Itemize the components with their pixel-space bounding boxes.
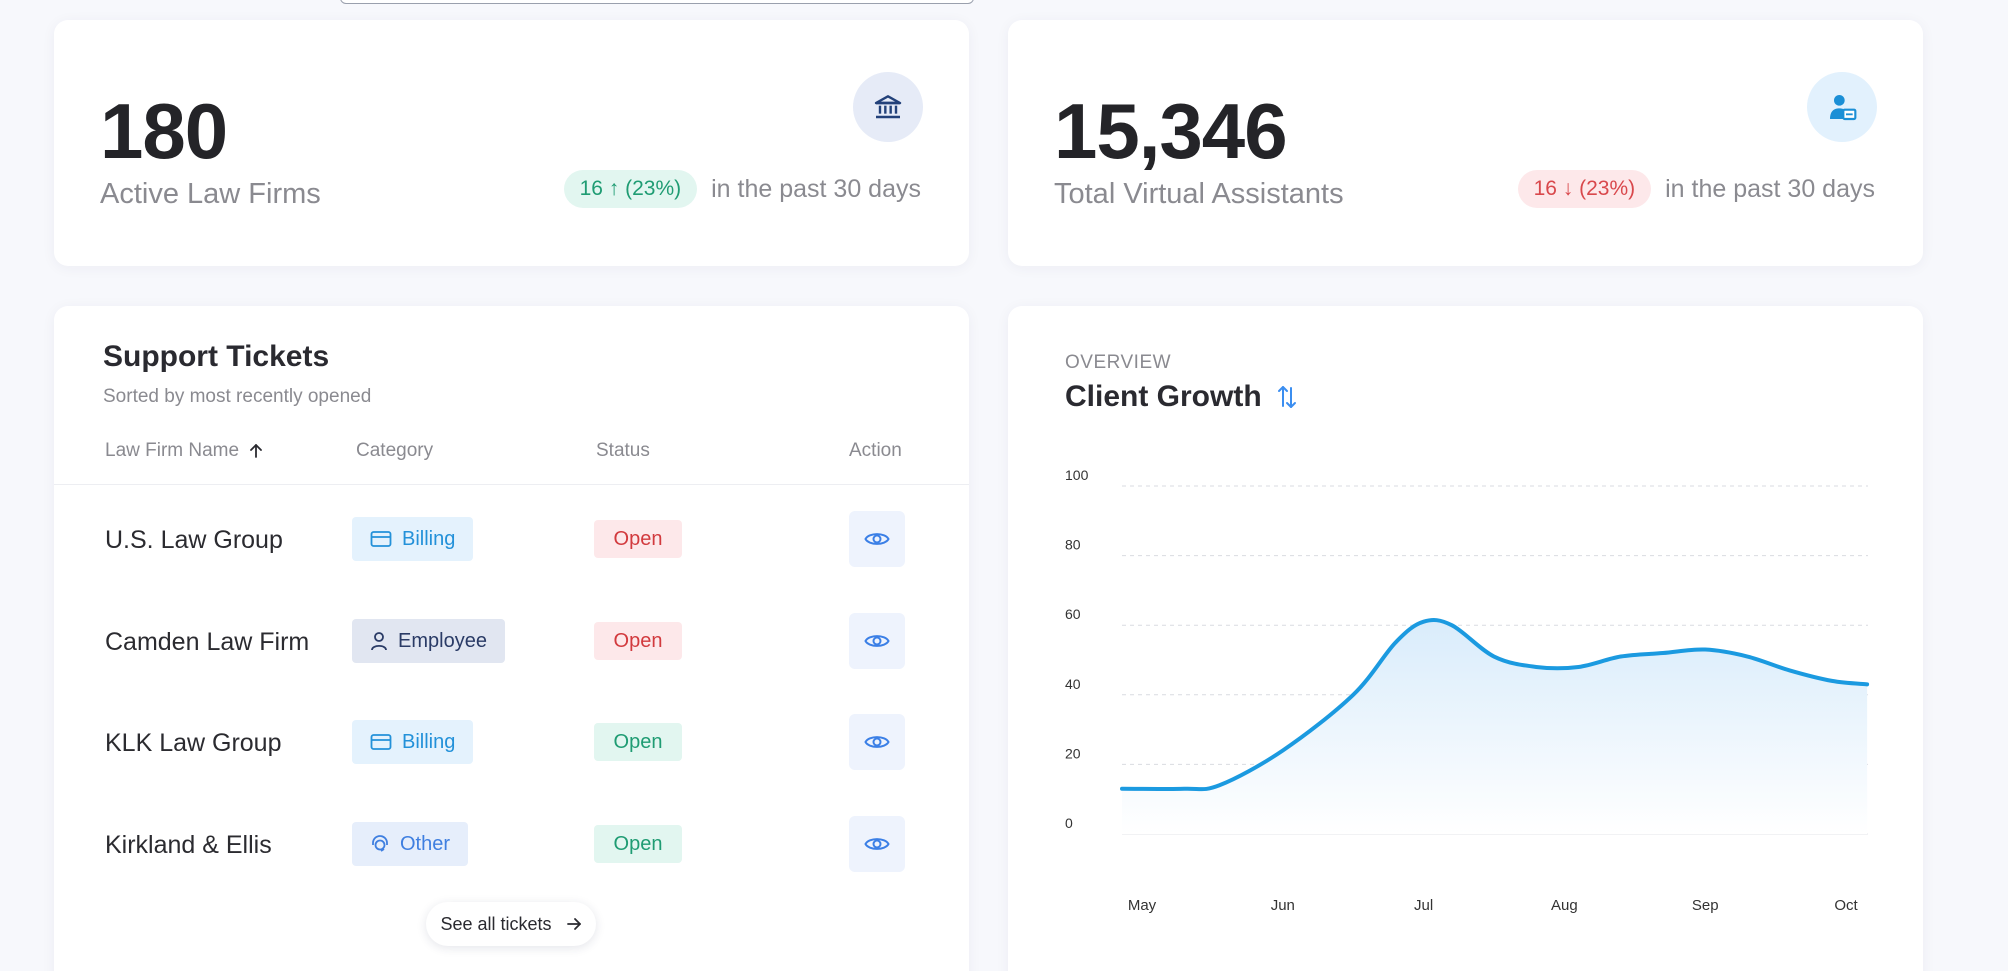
stat-trend: 16 ↓ (23%) in the past 30 days: [1517, 170, 1875, 208]
firm-name: U.S. Law Group: [105, 526, 283, 554]
chart-series: [1120, 618, 1870, 834]
trend-badge-up: 16 ↑ (23%): [563, 170, 698, 208]
y-tick-label: 60: [1065, 606, 1081, 622]
firm-name: Camden Law Firm: [105, 628, 310, 656]
firm-name: Kirkland & Ellis: [105, 831, 272, 859]
top-search-bar-edge[interactable]: [340, 0, 974, 4]
x-tick-label: Jun: [1271, 897, 1295, 914]
y-tick-label: 80: [1065, 537, 1081, 553]
table-row: KLK Law Group Billing Open: [54, 714, 969, 775]
table-row: Camden Law Firm Employee Open: [54, 613, 969, 674]
category-chip-other: Other: [352, 822, 469, 866]
y-tick-label: 100: [1065, 467, 1089, 483]
x-axis-ticks: May Jun Jul Aug Sep Oct: [1128, 897, 1859, 914]
stat-value: 15,346: [1054, 87, 1288, 175]
series-area: [1122, 620, 1868, 834]
column-header-law-firm-name[interactable]: Law Firm Name: [105, 440, 263, 462]
category-chip-employee: Employee: [352, 619, 505, 663]
category-label: Other: [400, 832, 451, 855]
client-growth-chart: 0 20 40 60 80 100 May Jun Jul Aug Sep Oct: [1065, 467, 1870, 914]
firm-name: KLK Law Group: [105, 729, 282, 757]
tickets-subtitle: Sorted by most recently opened: [103, 386, 372, 407]
table-header-divider: [54, 484, 969, 485]
arrow-right-icon: [566, 918, 581, 930]
x-tick-label: Jul: [1414, 897, 1433, 914]
sort-toggle-icon[interactable]: [1276, 384, 1298, 410]
credit-card-icon: [370, 531, 392, 547]
table-row: U.S. Law Group Billing Open: [54, 511, 969, 572]
status-badge: Open: [594, 723, 682, 761]
y-tick-label: 20: [1065, 745, 1081, 761]
eye-icon: [864, 635, 890, 647]
eye-icon: [864, 838, 890, 850]
y-tick-label: 40: [1065, 676, 1081, 692]
x-tick-label: Sep: [1692, 897, 1719, 914]
eye-icon: [864, 533, 890, 545]
chart-overline: OVERVIEW: [1065, 352, 1172, 373]
credit-card-icon: [370, 734, 392, 750]
trend-text: in the past 30 days: [1665, 174, 1875, 203]
column-header-action: Action: [849, 440, 902, 462]
see-all-label: See all tickets: [440, 913, 552, 934]
user-id-icon: [1807, 72, 1877, 142]
support-tickets-card: Support Tickets Sorted by most recently …: [54, 306, 969, 971]
view-ticket-button[interactable]: [849, 816, 905, 872]
stat-label: Active Law Firms: [100, 178, 321, 210]
series-line: [1120, 618, 1870, 792]
status-badge: Open: [594, 622, 682, 660]
stat-card-virtual-assistants: 15,346 Total Virtual Assistants 16 ↓ (23…: [1008, 20, 1923, 266]
column-header-label: Law Firm Name: [105, 440, 240, 461]
category-label: Employee: [398, 629, 487, 652]
tickets-title: Support Tickets: [103, 340, 330, 373]
y-tick-label: 0: [1065, 815, 1073, 831]
x-tick-label: Aug: [1551, 897, 1578, 914]
stat-card-law-firms: 180 Active Law Firms 16 ↑ (23%) in the p…: [54, 20, 969, 266]
stat-value: 180: [100, 87, 228, 175]
support-agent-icon: [372, 835, 388, 852]
trend-badge-down: 16 ↓ (23%): [1517, 170, 1652, 208]
sort-arrow-up-icon: [250, 444, 262, 458]
category-label: Billing: [402, 730, 456, 753]
category-chip-billing: Billing: [352, 517, 474, 561]
stat-trend: 16 ↑ (23%) in the past 30 days: [563, 170, 921, 208]
chart-title: Client Growth: [1065, 380, 1262, 413]
view-ticket-button[interactable]: [849, 714, 905, 770]
see-all-tickets-button[interactable]: See all tickets: [426, 902, 596, 946]
chart-title-row: Client Growth: [1065, 380, 1298, 414]
view-ticket-button[interactable]: [849, 613, 905, 669]
column-header-label: Status: [596, 440, 650, 461]
y-axis-ticks: 0 20 40 60 80 100: [1065, 467, 1089, 831]
stat-label: Total Virtual Assistants: [1054, 178, 1344, 210]
column-header-label: Category: [356, 440, 434, 461]
x-tick-label: May: [1128, 897, 1157, 914]
eye-icon: [864, 736, 890, 748]
view-ticket-button[interactable]: [849, 511, 905, 567]
status-badge: Open: [594, 825, 682, 863]
x-tick-label: Oct: [1834, 897, 1858, 914]
trend-text: in the past 30 days: [711, 174, 921, 203]
person-icon: [371, 632, 387, 651]
status-badge: Open: [594, 520, 682, 558]
client-growth-card: OVERVIEW Client Growth 0 20 40 60 80 100 May J…: [1008, 306, 1923, 971]
bank-icon: [853, 72, 923, 142]
category-label: Billing: [402, 527, 456, 550]
column-header-status: Status: [596, 440, 650, 462]
table-row: Kirkland & Ellis Other Open: [54, 816, 969, 877]
column-header-category: Category: [356, 440, 433, 462]
category-chip-billing: Billing: [352, 720, 474, 764]
column-header-label: Action: [849, 440, 902, 461]
